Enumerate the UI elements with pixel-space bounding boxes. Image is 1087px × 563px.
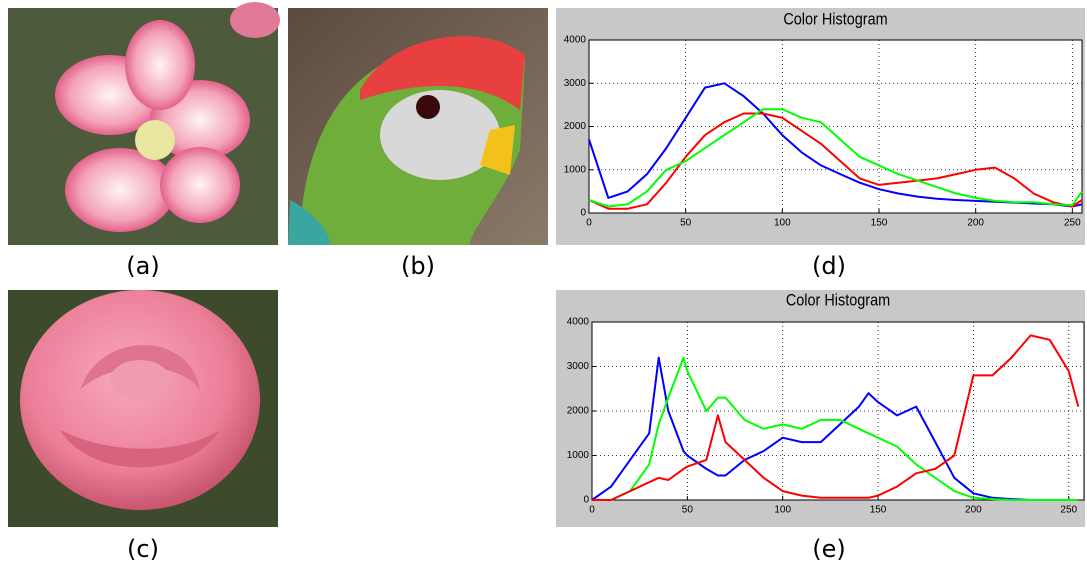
- x-tick-label: 0: [586, 218, 592, 229]
- plot-area: [588, 39, 1083, 214]
- y-tick-label: 0: [583, 495, 589, 506]
- series-line: [591, 356, 1079, 501]
- y-tick-label: 0: [580, 208, 586, 219]
- y-tick-label: 4000: [567, 317, 590, 328]
- plot-area: [591, 321, 1085, 501]
- x-tick-label: 150: [870, 505, 887, 516]
- caption: (b): [401, 252, 435, 280]
- series-line: [588, 112, 1083, 210]
- caption: (e): [812, 535, 846, 563]
- series-line: [588, 108, 1083, 208]
- photo-bird: [288, 8, 548, 245]
- caption: (c): [127, 535, 159, 563]
- y-tick-label: 2000: [567, 406, 590, 417]
- series-line: [592, 356, 1079, 501]
- chart-title: Color Histogram: [786, 291, 890, 309]
- y-tick-label: 1000: [567, 450, 590, 461]
- caption: (a): [126, 252, 159, 280]
- y-tick-label: 4000: [564, 35, 587, 46]
- photo-rose: [8, 290, 278, 527]
- x-tick-label: 50: [682, 505, 694, 516]
- chart-title: Color Histogram: [783, 10, 887, 28]
- x-tick-label: 100: [774, 218, 791, 229]
- y-tick-label: 1000: [564, 164, 587, 175]
- y-tick-label: 3000: [564, 78, 587, 89]
- x-tick-label: 150: [871, 218, 888, 229]
- x-tick-label: 50: [680, 218, 692, 229]
- series-line: [592, 334, 1080, 501]
- y-tick-label: 2000: [564, 121, 587, 132]
- x-tick-label: 0: [589, 505, 595, 516]
- x-tick-label: 200: [967, 218, 984, 229]
- x-tick-label: 250: [1060, 505, 1077, 516]
- y-tick-label: 3000: [567, 361, 590, 372]
- photo-flower: [8, 2, 280, 245]
- caption: (d): [812, 252, 846, 280]
- x-tick-label: 250: [1064, 218, 1081, 229]
- x-tick-label: 100: [774, 505, 791, 516]
- x-tick-label: 200: [965, 505, 982, 516]
